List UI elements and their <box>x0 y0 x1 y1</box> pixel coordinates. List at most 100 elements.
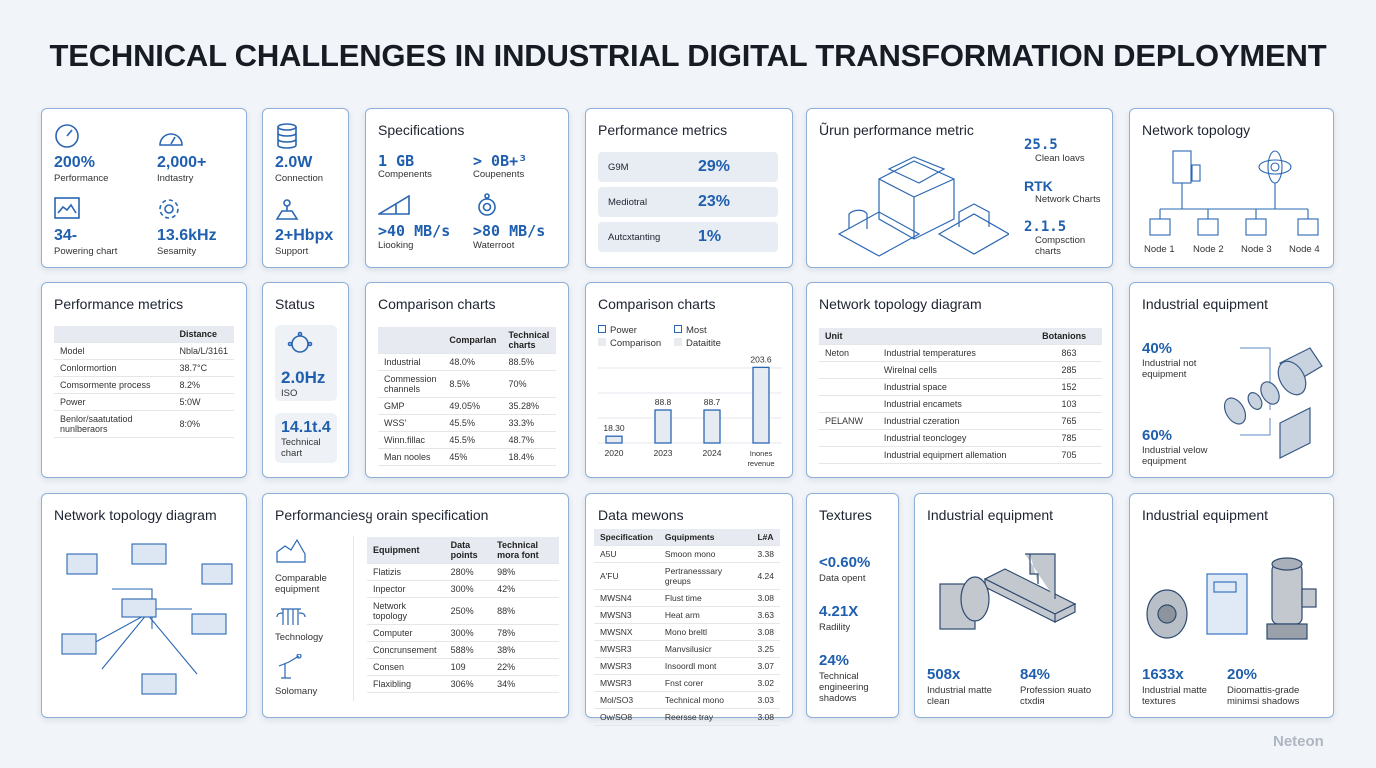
table-row: Industrial 48.0% 88.5% <box>378 353 556 371</box>
metric-value: 23% <box>698 193 731 210</box>
table-cell: 88% <box>491 597 559 625</box>
table-cell: 42% <box>491 580 559 598</box>
pillars-icon <box>276 608 306 625</box>
table-cell: 78% <box>491 624 559 642</box>
database-icon <box>277 123 297 149</box>
node-label: Node 1 <box>1144 244 1175 255</box>
stat-value: 2.0W <box>275 154 313 171</box>
bar-chart: 18.30 2020 88.8 2023 88.7 2024 203.6 Inonesreve… <box>598 355 782 468</box>
card-title: Ũrun performance metric <box>819 122 974 138</box>
table-cell: 49.05% <box>443 397 503 415</box>
table-cell: 8.2% <box>173 376 234 394</box>
table-cell: 588% <box>444 641 492 659</box>
card-title: Performanciesყ orain specification <box>275 507 489 523</box>
spec-label: Compenents <box>378 169 432 180</box>
table-cell: 3.25 <box>751 640 780 658</box>
table-cell: 109 <box>444 658 492 676</box>
bar <box>605 435 623 444</box>
table-row: A'FU Pertranesssary greups 4.24 <box>594 562 780 590</box>
status-card: Status 2.0Hz ISO 14.1t.4 Technical chart <box>262 282 349 478</box>
bar <box>703 409 721 444</box>
table-cell: A5U <box>594 545 659 563</box>
table-row: Commession channels 8.5% 70% <box>378 370 556 398</box>
table-cell: MWSR3 <box>594 674 659 692</box>
stats-card: 200% Performance 2,000+ Indtastry 34- Po… <box>41 108 247 268</box>
metric-value: 29% <box>698 158 731 175</box>
metric-row: G9M 29% <box>598 152 778 182</box>
table-cell: WSS' <box>378 414 444 432</box>
table-cell: 300% <box>444 624 492 642</box>
table-header: Equipment Data points Technical mora font <box>367 537 559 564</box>
spec-value: >40 MB/s <box>378 222 451 240</box>
table-cell: 3.63 <box>751 606 780 624</box>
metric-label: Clean loavs <box>1035 153 1085 164</box>
spec-label: Liooking <box>378 240 414 251</box>
table-row: Benlor/saatutatiod nunlberaors 8:0% <box>54 410 234 438</box>
card-title: Industrial equipment <box>1142 507 1269 523</box>
line-chart-icon <box>54 197 80 219</box>
table-cell: MWSNX <box>594 623 659 641</box>
unit-cell <box>819 429 878 447</box>
factory-icon <box>276 538 306 563</box>
table-row: Ow/SO8 Reersse tray 3.08 <box>594 708 780 726</box>
table-cell: Model <box>54 342 174 360</box>
x-tick-label: 2023 <box>654 448 673 458</box>
card-title: Comparison charts <box>598 296 716 312</box>
table-cell: 3.02 <box>751 674 780 692</box>
spec-value: 1 GB <box>378 152 415 170</box>
metric-value: RTK <box>1024 178 1053 194</box>
table-cell: 103 <box>1036 395 1102 413</box>
equipment-label: Industrial not equipment <box>1142 358 1197 380</box>
metric-label: Network Charts <box>1035 194 1101 205</box>
gauge-icon <box>55 124 79 148</box>
x-tick-label: 2020 <box>605 448 624 458</box>
topology-table-card: Network topology diagram Unit Botanions Ne… <box>806 282 1113 478</box>
legend-item: Most <box>674 325 707 336</box>
table-cell: Industrial czeration <box>877 412 1037 430</box>
equipment-value: 20% <box>1227 666 1258 683</box>
table-row: A5U Smoon mono 3.38 <box>594 545 780 563</box>
card-title: Industrial equipment <box>1142 296 1269 312</box>
table-row: Flatizis 280% 98% <box>367 563 559 581</box>
card-title: Status <box>275 296 315 312</box>
table-cell: 33.3% <box>502 414 556 432</box>
table-cell: 705 <box>1036 446 1102 464</box>
card-title: Network topology diagram <box>54 507 217 523</box>
network-topology-card: Network topology Node 1 Node 2 Node 3 No… <box>1129 108 1334 268</box>
network-node <box>66 553 98 575</box>
metric-label: G9M <box>608 161 629 173</box>
equipment-cabinet-card: Industrial equipment 1633x Industrial ma… <box>1129 493 1334 718</box>
table-cell: Mol/SO3 <box>594 691 659 709</box>
specification-table: Equipment Data points Technical mora font F… <box>367 537 559 693</box>
comparison-table-card: Comparison charts Comparlan Technical cha… <box>365 282 569 478</box>
table-cell: 88.5% <box>502 353 556 371</box>
connection-card: 2.0W Connection 2+Hbpx Support <box>262 108 349 268</box>
table-cell: MWSR3 <box>594 640 659 658</box>
column-header: Equipment <box>367 537 445 564</box>
machinery-illustration-icon <box>1146 557 1317 640</box>
stat-value: 34- <box>54 227 78 244</box>
server-illustration-icon <box>837 156 1009 257</box>
texture-value: 4.21X <box>819 603 859 620</box>
node-label: Node 4 <box>1289 244 1320 255</box>
table-cell: Industrial temperatures <box>877 344 1037 362</box>
table-row: Man nooles 45% 18.4% <box>378 448 556 466</box>
table-row: Neton Industrial temperatures 863 <box>819 344 1102 362</box>
status-label: Technical chart <box>281 437 321 459</box>
table-cell: 3.08 <box>751 708 780 726</box>
table-cell: Flust time <box>658 589 752 607</box>
table-row: Industrial equipmert allemation 705 <box>819 446 1102 464</box>
column-header: Comparlan <box>443 327 503 354</box>
table-cell: Fnst corer <box>658 674 752 692</box>
card-title: Specifications <box>378 122 465 138</box>
table-cell: Consen <box>367 658 445 676</box>
gear-icon <box>159 199 179 219</box>
table-cell: 48.7% <box>502 431 556 449</box>
textures-card: Textures <0.60% Data opent 4.21X Radilit… <box>806 493 899 718</box>
table-row: Conlormortion 38.7°C <box>54 359 234 377</box>
x-tick-label: 2024 <box>703 448 722 458</box>
table-cell: Mono breltl <box>658 623 752 641</box>
table-row: Flaxibling 306% 34% <box>367 675 559 693</box>
texture-value: <0.60% <box>819 554 871 571</box>
motor-shaft-illustration-icon <box>1223 347 1323 459</box>
